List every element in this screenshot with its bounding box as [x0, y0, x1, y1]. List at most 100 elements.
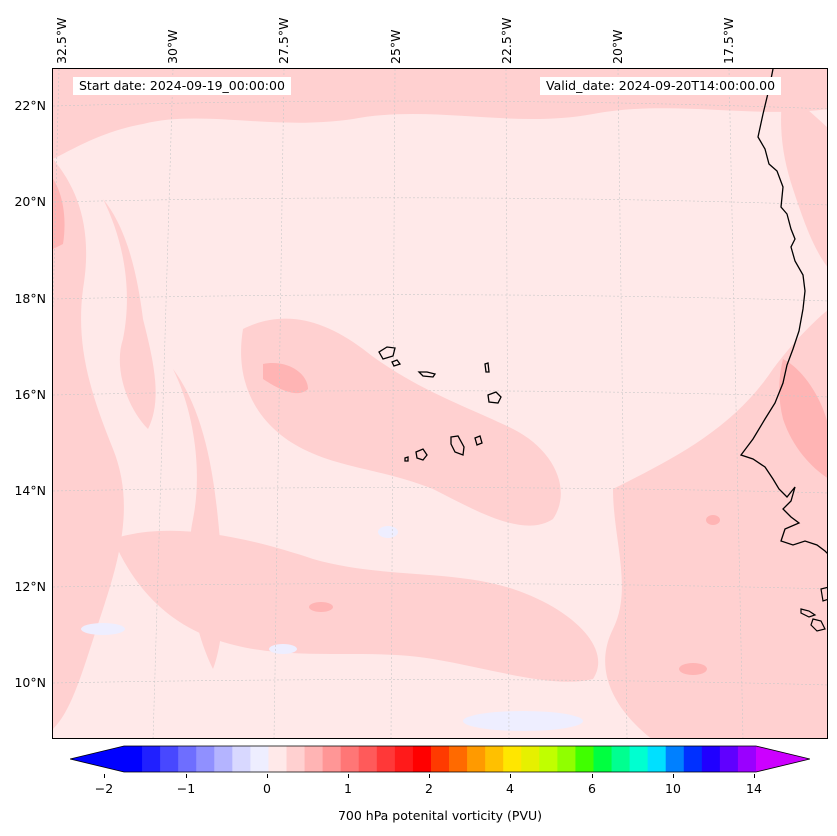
colorbar-title: 700 hPa potenital vorticity (PVU) [337, 808, 543, 823]
colorbar-segment [485, 746, 504, 772]
lon-label-30w: 30°W [165, 29, 180, 64]
colorbar-tick-mark [673, 774, 674, 778]
colorbar-segment [412, 746, 432, 772]
colorbar-extend-under [70, 746, 124, 772]
colorbar-segment [358, 746, 378, 772]
colorbar-segment [124, 746, 143, 772]
colorbar-segment [719, 746, 739, 772]
colorbar-tick-mark [267, 774, 268, 778]
colorbar [69, 744, 811, 774]
colorbar-tick-label: 6 [588, 781, 596, 796]
colorbar-segment [503, 746, 522, 772]
island-sao-nicolau [417, 371, 437, 378]
colorbar-segment [737, 746, 757, 772]
colorbar-segment [142, 746, 161, 772]
island-fogo [415, 448, 428, 461]
colorbar-segment [160, 746, 179, 772]
cape-verde-islands [378, 346, 502, 462]
graticule [53, 69, 827, 738]
colorbar-tick-label: 10 [665, 781, 681, 796]
colorbar-segment [611, 746, 631, 772]
colorbar-segment [394, 746, 414, 772]
colorbar-tick-label: 1 [344, 781, 352, 796]
pv-contour-central-band-strong [263, 363, 308, 394]
pv-spot-1 [309, 602, 333, 612]
lon-label-17-5w: 17.5°W [721, 17, 736, 64]
colorbar-segment [304, 746, 324, 772]
pv-contour-central-band [241, 318, 561, 526]
lat-label-12n: 12°N [14, 579, 46, 594]
colorbar-segment [593, 746, 613, 772]
island-sal [484, 362, 490, 373]
colorbar-segment [286, 746, 306, 772]
lat-label-10n: 10°N [14, 675, 46, 690]
colorbar-tick-label: 14 [746, 781, 762, 796]
lat-label-16n: 16°N [14, 387, 46, 402]
colorbar-segment [250, 746, 269, 772]
lon-label-32-5w: 32.5°W [54, 17, 69, 64]
colorbar-svg [69, 745, 811, 773]
island-santiago [450, 435, 465, 456]
island-boa-vista [487, 391, 502, 404]
colorbar-segment [322, 746, 342, 772]
lat-label-22n: 22°N [14, 98, 46, 113]
colorbar-segment [340, 746, 360, 772]
lon-label-20w: 20°W [610, 29, 625, 64]
colorbar-tick-label: −1 [176, 781, 196, 796]
colorbar-tick-mark [104, 774, 105, 778]
colorbar-segment [629, 746, 649, 772]
lon-label-27-5w: 27.5°W [276, 17, 291, 64]
colorbar-segment [467, 746, 486, 772]
colorbar-segment [683, 746, 703, 772]
pv-negative-3 [463, 711, 583, 731]
colorbar-segment [430, 746, 450, 772]
lon-label-22-5w: 22.5°W [499, 17, 514, 64]
africa-coast-islands [800, 586, 827, 632]
island-brava [404, 456, 409, 462]
africa-coastline [739, 69, 827, 554]
pv-contour-south-band [113, 530, 599, 682]
colorbar-segment [178, 746, 197, 772]
island-santo-antao [378, 346, 396, 360]
colorbar-tick-label: 4 [506, 781, 514, 796]
pv-field-map [53, 69, 827, 738]
colorbar-segment [449, 746, 468, 772]
start-date-label: Start date: 2024-09-19_00:00:00 [73, 77, 291, 95]
colorbar-tick-label: 0 [263, 781, 271, 796]
island-maio [474, 435, 483, 446]
colorbar-extend-over [756, 746, 810, 772]
colorbar-segment [268, 746, 288, 772]
lon-label-25w: 25°W [388, 29, 403, 64]
pv-contour-west-edge-strong [53, 179, 65, 249]
colorbar-segment [647, 746, 667, 772]
colorbar-tick-mark [754, 774, 755, 778]
island-sao-vicente [391, 359, 402, 367]
colorbar-segment [521, 746, 540, 772]
colorbar-segment [196, 746, 215, 772]
colorbar-tick-mark [429, 774, 430, 778]
lat-label-14n: 14°N [14, 483, 46, 498]
colorbar-tick-mark [592, 774, 593, 778]
pv-contour-west-streak-1 [103, 199, 156, 429]
lat-label-18n: 18°N [14, 291, 46, 306]
lat-label-20n: 20°N [14, 194, 46, 209]
pv-contour-northeast [781, 89, 827, 267]
colorbar-segment [539, 746, 558, 772]
pv-spot-3 [679, 663, 707, 675]
colorbar-tick-mark [348, 774, 349, 778]
colorbar-segment [376, 746, 396, 772]
pv-negative-2 [81, 623, 125, 635]
colorbar-segment [665, 746, 685, 772]
colorbar-tick-label: −2 [94, 781, 114, 796]
colorbar-segment [214, 746, 233, 772]
pv-contour-west-column [53, 159, 124, 729]
colorbar-segment [701, 746, 721, 772]
pv-negative-4 [269, 644, 297, 654]
pv-spot-2 [706, 515, 720, 525]
pv-contour-east-strong [779, 359, 827, 478]
colorbar-tick-mark [186, 774, 187, 778]
valid-date-label: Valid_date: 2024-09-20T14:00:00.00 [540, 77, 782, 95]
colorbar-tick-label: 2 [425, 781, 433, 796]
pv-contours [53, 69, 827, 738]
pv-negative-1 [378, 526, 398, 538]
